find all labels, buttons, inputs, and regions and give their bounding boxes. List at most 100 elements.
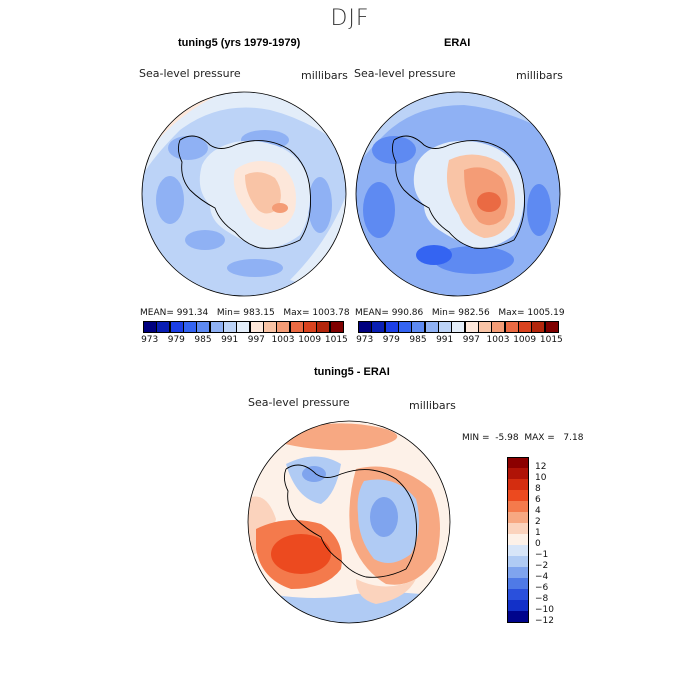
stats-min-value: 983.15	[243, 308, 275, 318]
outer-pressure-band	[356, 92, 560, 170]
negative-anomaly	[302, 466, 326, 482]
map-boundary	[247, 420, 451, 624]
colorbar-swatch	[384, 321, 399, 333]
low-pressure-cell	[185, 230, 225, 250]
colorbar-tick-label: −10	[535, 605, 554, 615]
colorbar-tick-label: 2	[535, 517, 541, 527]
colorbar-swatch	[303, 321, 317, 333]
colorbar-swatch	[398, 321, 412, 333]
colorbar-swatch	[358, 321, 372, 333]
colorbar-swatch	[507, 523, 529, 535]
diff-max-value: 7.18	[563, 433, 584, 443]
colorbar-swatch	[507, 556, 529, 568]
colorbar-obs: 973 979 985 991 997 1003 1009 1015	[356, 321, 563, 347]
colorbar-swatch	[507, 611, 529, 623]
colorbar-swatch	[276, 321, 291, 333]
colorbar-swatch	[507, 490, 529, 502]
colorbar-swatch	[411, 321, 426, 333]
stats-min-label: Min=	[431, 308, 456, 318]
diff-min-value: -5.98	[495, 433, 519, 443]
colorbar-tick-label: 1015	[539, 335, 563, 345]
colorbar-swatch	[464, 321, 479, 333]
map-boundary	[355, 91, 561, 297]
diff-max-label: MAX =	[524, 433, 555, 443]
antarctica-coastline	[283, 464, 417, 578]
colorbar-tick-label: −2	[535, 561, 549, 571]
colorbar-tick-label: 1003	[271, 335, 295, 345]
colorbar-swatch	[289, 321, 304, 333]
colorbar-tick-label: 973	[356, 335, 374, 345]
colorbar-swatch	[143, 321, 157, 333]
colorbar-swatch	[329, 321, 344, 333]
low-pressure-cell	[168, 136, 208, 160]
colorbar-tick-label: −8	[535, 594, 549, 604]
colorbar-swatch	[209, 321, 224, 333]
interior-max-pressure	[272, 203, 288, 213]
units-label-diff: millibars	[409, 399, 456, 412]
diff-min-label: MIN =	[462, 433, 490, 443]
colorbar-tick-label: 985	[409, 335, 427, 345]
colorbar-tick-label: 985	[194, 335, 212, 345]
colorbar-tick-label: −4	[535, 572, 549, 582]
field-label-obs: Sea-level pressure	[354, 67, 456, 80]
polar-map-difference	[247, 420, 451, 624]
colorbar-swatch	[507, 479, 529, 491]
colorbar-tick-label: 4	[535, 506, 541, 516]
low-pressure-cell	[372, 136, 416, 164]
colorbar-tick-label: 991	[436, 335, 454, 345]
colorbar-tick-label: 1003	[486, 335, 510, 345]
colorbar-tick-label: 997	[462, 335, 480, 345]
diff-stats-line: MIN = -5.98 MAX = 7.18	[462, 433, 583, 443]
colorbar-tick-label: 1	[535, 528, 541, 538]
low-pressure-cell	[527, 184, 551, 236]
antarctica-coastline	[391, 135, 525, 249]
colorbar-tick-label: 10	[535, 473, 547, 483]
colorbar-swatch	[544, 321, 559, 333]
season-title: DJF	[330, 6, 370, 31]
colorbar-tick-label: −6	[535, 583, 549, 593]
stats-max-value: 1003.78	[312, 308, 350, 318]
stats-min-value: 982.56	[458, 308, 490, 318]
stats-max-label: Max=	[283, 308, 310, 318]
stats-mean-label: MEAN=	[355, 308, 389, 318]
positive-anomaly	[356, 579, 416, 604]
colorbar-swatch	[223, 321, 237, 333]
colorbar-tick-label: 1009	[298, 335, 322, 345]
polar-map-obs	[355, 91, 561, 297]
colorbar-tick-label: 1009	[513, 335, 537, 345]
colorbar-swatch	[507, 534, 529, 546]
low-pressure-cell	[363, 182, 395, 238]
stats-mean-label: MEAN=	[140, 308, 174, 318]
field-label-model: Sea-level pressure	[139, 67, 241, 80]
low-pressure-cell	[416, 245, 452, 265]
colorbar-swatch	[507, 545, 529, 557]
colorbar-swatch	[438, 321, 452, 333]
stats-mean-value: 991.34	[176, 308, 209, 318]
colorbar-difference: 12 10 8 6 4 2 1 0 −1 −2 −4 −6 −8 −10 −12	[507, 457, 567, 627]
interior-max-pressure	[477, 192, 501, 212]
low-pressure-cell	[308, 177, 332, 233]
stats-line-obs: MEAN= 990.86 Min= 982.56 Max= 1005.19	[355, 308, 565, 318]
colorbar-swatch	[507, 501, 529, 513]
max-positive-anomaly	[271, 534, 331, 574]
colorbar-swatch	[507, 600, 529, 612]
colorbar-swatch	[504, 321, 519, 333]
colorbar-swatch	[518, 321, 532, 333]
colorbar-swatch	[263, 321, 277, 333]
panel-title-diff: tuning5 - ERAI	[314, 366, 390, 378]
colorbar-swatch	[507, 589, 529, 601]
colorbar-swatch	[507, 567, 529, 579]
stats-min-label: Min=	[216, 308, 241, 318]
colorbar-swatch	[451, 321, 466, 333]
colorbar-swatch	[507, 512, 529, 524]
colorbar-tick-label: 973	[141, 335, 159, 345]
colorbar-tick-label: −1	[535, 550, 549, 560]
colorbar-swatch	[531, 321, 546, 333]
colorbar-tick-label: 8	[535, 484, 541, 494]
colorbar-tick-label: 991	[221, 335, 239, 345]
colorbar-tick-label: 997	[247, 335, 265, 345]
units-label-obs: millibars	[516, 69, 563, 82]
colorbar-tick-label: −12	[535, 616, 554, 626]
colorbar-swatch	[183, 321, 197, 333]
colorbar-swatch	[236, 321, 251, 333]
